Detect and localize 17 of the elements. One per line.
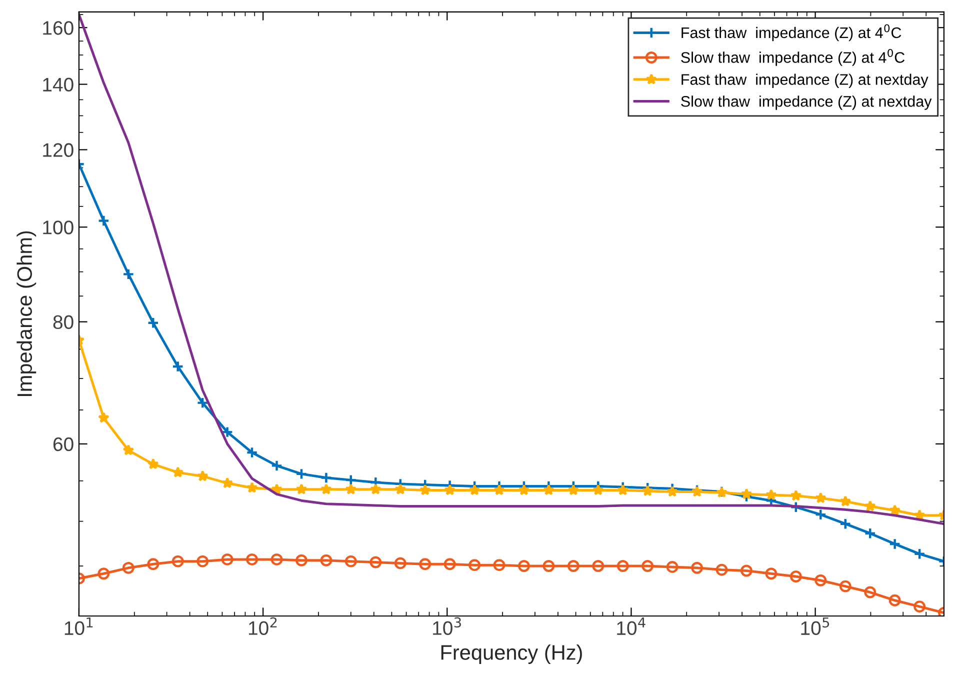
x-tick-label: 10$^{4}$	[617, 617, 646, 636]
legend-label: Fast thaw impedance (Z) at 4$^{0}$C	[682, 24, 902, 42]
y-tick-label: 140	[43, 78, 74, 92]
legend-label: Fast thaw impedance (Z) at nextday	[682, 74, 928, 88]
y-tick-label: 60	[53, 437, 74, 452]
legend-label: Slow thaw impedance (Z) at nextday	[681, 96, 932, 110]
legend-label: Slow thaw impedance (Z) at 4$^{0}$C	[681, 48, 905, 66]
y-tick-label: 100	[43, 220, 74, 234]
y-tick-label: 160	[43, 21, 74, 35]
x-tick-label: 10$^{2}$	[248, 617, 277, 635]
y-axis-title: Impedance (Ohm)	[16, 231, 36, 396]
y-tick-label: 80	[53, 315, 74, 330]
x-axis-title: Frequency (Hz)	[441, 644, 582, 664]
x-tick-label: 10$^{5}$	[801, 617, 830, 636]
y-tick-label: 120	[43, 143, 74, 157]
x-tick-label: 10$^{1}$	[64, 617, 93, 636]
x-tick-label: 10$^{3}$	[433, 617, 461, 635]
